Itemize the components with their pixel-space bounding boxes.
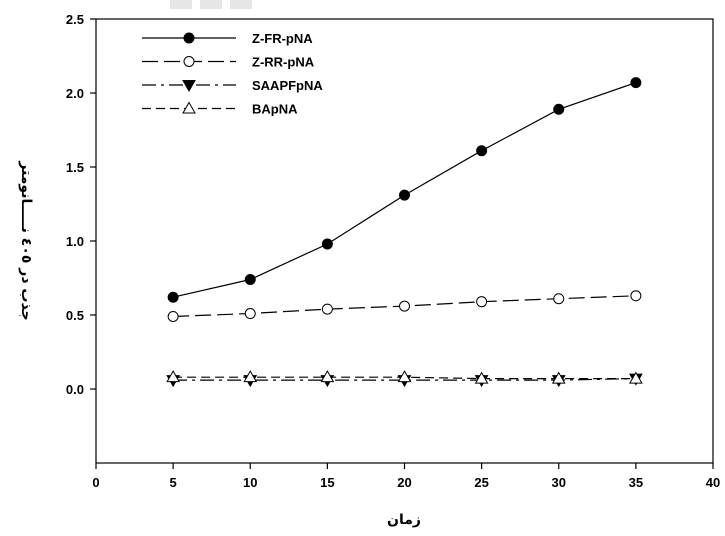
legend-marker (183, 56, 195, 67)
y-tick-label: 2.5 (66, 12, 84, 27)
data-point (243, 370, 258, 383)
data-point (474, 371, 489, 384)
data-point (321, 303, 333, 315)
legend-item: SAAPFpNA (142, 78, 323, 93)
data-point (166, 370, 180, 383)
axis-ticks: 0 5 10 15 20 25 30 35 40 0.0 0.5 1.0 1.5 2.0 2.5 (66, 12, 720, 490)
y-tick-label: 1.5 (66, 160, 84, 175)
data-point (630, 290, 642, 302)
data-point (551, 371, 566, 384)
x-tick-label: 5 (170, 475, 177, 490)
legend-label: BApNA (252, 102, 298, 117)
data-point (553, 103, 565, 115)
legend-item: Z-RR-pNA (142, 55, 315, 70)
series-Z-RR-pNA (167, 290, 642, 322)
legend-marker (183, 32, 195, 44)
legend-marker (182, 80, 196, 93)
x-tick-label: 40 (706, 475, 720, 490)
y-axis-label: جذب در ٤٠٥ نـــــانومتر (18, 160, 34, 320)
data-point (399, 300, 410, 312)
data-point (476, 296, 488, 308)
legend-item: Z-FR-pNA (142, 31, 313, 46)
y-tick-label: 1.0 (66, 234, 84, 249)
series-BApNA (166, 370, 643, 384)
x-tick-label: 20 (397, 475, 411, 490)
legend: Z-FR-pNA Z-RR-pNA SAAPFpNA BApNA (142, 31, 323, 117)
data-point (553, 293, 565, 305)
y-tick-label: 0.5 (66, 308, 84, 323)
series-layer (166, 77, 643, 388)
header-decor (170, 0, 252, 9)
data-point (167, 291, 179, 303)
x-tick-label: 25 (474, 475, 488, 490)
legend-label: Z-FR-pNA (252, 31, 313, 46)
x-tick-label: 15 (320, 475, 334, 490)
data-point (320, 370, 335, 383)
legend-label: Z-RR-pNA (252, 55, 315, 70)
data-point (397, 370, 412, 383)
header-decor-box (230, 0, 252, 9)
x-tick-label: 30 (552, 475, 566, 490)
data-point (630, 77, 642, 89)
x-axis-label: زمان (387, 512, 421, 528)
y-tick-label: 2.0 (66, 86, 84, 101)
data-point (167, 310, 179, 322)
x-tick-label: 35 (629, 475, 643, 490)
data-point (244, 273, 256, 285)
data-point (399, 189, 410, 201)
series-Z-FR-pNA (167, 77, 642, 303)
data-point (476, 145, 488, 157)
data-point (244, 308, 256, 320)
legend-item: BApNA (142, 101, 298, 117)
legend-marker (182, 101, 196, 114)
header-decor-box (200, 0, 222, 9)
legend-label: SAAPFpNA (252, 78, 323, 93)
data-point (321, 238, 333, 250)
header-decor-box (170, 0, 192, 9)
x-tick-label: 0 (92, 475, 99, 490)
x-tick-label: 10 (243, 475, 257, 490)
y-tick-label: 0.0 (66, 382, 84, 397)
data-point (629, 371, 643, 384)
